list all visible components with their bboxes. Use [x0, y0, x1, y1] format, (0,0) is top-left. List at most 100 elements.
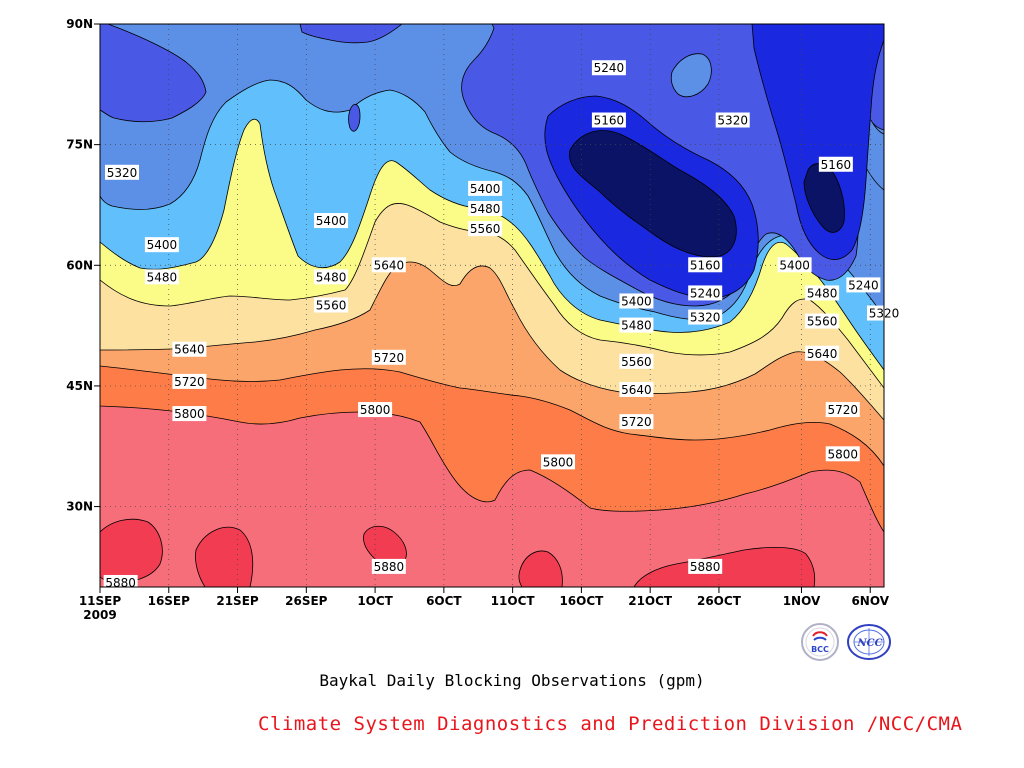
contour-label: 5320	[715, 112, 750, 128]
contour-label-text: 5560	[316, 299, 347, 313]
contour-label-box	[468, 180, 503, 196]
contour-label-box	[591, 60, 626, 76]
x-axis: 11SEP 16SEP 21SEP 26SEP 1OCT 6OCT 11OCT 16OCT 21…	[79, 587, 890, 622]
contour-label: 5560	[619, 353, 654, 369]
contour-label: 5320	[688, 309, 723, 325]
x-tick-label: 16SEP	[148, 594, 191, 608]
contour-label: 5240	[846, 277, 881, 293]
chart-title: Baykal Daily Blocking Observations (gpm)	[319, 671, 705, 690]
band-above-5880-b	[195, 526, 254, 587]
x-tick-label: 26SEP	[285, 594, 328, 608]
contour-label: 5240	[591, 60, 626, 76]
contour-label-box	[688, 257, 723, 273]
contour-label-box	[688, 285, 723, 301]
contour-label-box	[825, 402, 860, 418]
contour-label: 5640	[619, 381, 654, 397]
contour-label-box	[818, 156, 853, 172]
contour-label-text: 5800	[174, 407, 205, 421]
contour-label: 5560	[314, 297, 349, 313]
contour-label-text: 5400	[316, 214, 347, 228]
contour-label-text: 5240	[594, 61, 625, 75]
contour-label: 5560	[805, 313, 840, 329]
x-tick-label: 26OCT	[697, 594, 742, 608]
y-tick-label: 30N	[66, 500, 93, 514]
contour-label-box	[688, 309, 723, 325]
contour-label-text: 5480	[316, 270, 347, 284]
contour-label-box	[619, 317, 654, 333]
contour-label: 5720	[172, 373, 207, 389]
contour-label-text: 5160	[594, 114, 625, 128]
contour-label: 5640	[172, 341, 207, 357]
y-tick-label: 45N	[66, 379, 93, 393]
contour-label-text: 5640	[807, 347, 838, 361]
contour-label-text: 5800	[360, 403, 391, 417]
contour-label-text: 5720	[174, 375, 205, 389]
x-tick-label: 21OCT	[628, 594, 673, 608]
contour-labels: 5320 5400 5480 5640 5720 5800 5880 5400 5480 5560…	[103, 60, 901, 590]
contour-label-box	[314, 269, 349, 285]
contour-label: 5400	[144, 237, 179, 253]
contour-label-text: 5240	[848, 278, 879, 292]
contour-label-text: 5240	[690, 286, 721, 300]
x-tick-label: 11SEP	[79, 594, 122, 608]
contour-label-text: 5480	[147, 270, 178, 284]
contour-label-text: 5720	[827, 403, 858, 417]
contour-label: 5400	[777, 257, 812, 273]
contour-label-text: 5880	[690, 560, 721, 574]
x-tick-label: 6NOV	[851, 594, 889, 608]
contour-label: 5880	[688, 558, 723, 574]
contour-label-box	[371, 349, 406, 365]
contour-label-text: 5400	[779, 258, 810, 272]
contour-label-text: 5400	[470, 182, 501, 196]
contour-label-text: 5640	[621, 383, 652, 397]
contour-label-box	[846, 277, 881, 293]
bcc-logo: BCC	[801, 623, 839, 661]
contour-label-text: 5560	[470, 222, 501, 236]
contour-label-text: 5640	[174, 343, 205, 357]
contour-label-box	[172, 373, 207, 389]
contour-label-box	[805, 313, 840, 329]
contour-label-box	[619, 381, 654, 397]
contour-label-text: 5880	[105, 576, 136, 590]
x-tick-label: 1NOV	[783, 594, 821, 608]
contour-label: 5160	[591, 112, 626, 128]
contour-label: 5800	[825, 446, 860, 462]
contour-label-text: 5640	[374, 258, 405, 272]
contour-label: 5480	[144, 269, 179, 285]
contour-label-text: 5560	[621, 355, 652, 369]
contour-label-text: 5720	[374, 351, 405, 365]
contour-label: 5400	[619, 293, 654, 309]
contour-label-box	[105, 164, 140, 180]
contour-label-text: 5160	[690, 258, 721, 272]
contour-label: 5640	[371, 257, 406, 273]
contour-label-text: 5480	[470, 202, 501, 216]
x-tick-label: 16OCT	[559, 594, 604, 608]
contour-label-text: 5400	[147, 238, 178, 252]
contour-label: 5480	[468, 200, 503, 216]
contour-label-box	[688, 558, 723, 574]
patch-5320-north	[670, 53, 712, 98]
contour-label-text: 5880	[374, 560, 405, 574]
contour-label: 5800	[541, 454, 576, 470]
bcc-logo-text: BCC	[811, 645, 829, 654]
blob-5320-small	[348, 103, 361, 132]
contour-label: 5400	[468, 180, 503, 196]
contour-label-text: 5800	[543, 455, 574, 469]
band-above-5880-e	[633, 546, 816, 587]
contour-label-box	[172, 341, 207, 357]
contour-label-box	[805, 345, 840, 361]
contour-label-box	[144, 269, 179, 285]
contour-label-box	[172, 406, 207, 422]
contour-label: 5800	[172, 406, 207, 422]
contour-label-box	[314, 213, 349, 229]
y-axis: 90N 75N 60N 45N 30N	[66, 17, 100, 514]
y-tick-label: 90N	[66, 17, 93, 31]
contour-label-box	[468, 200, 503, 216]
contour-label-box	[144, 237, 179, 253]
contour-label: 5320	[105, 164, 140, 180]
contour-label-box	[103, 574, 138, 590]
contour-label-box	[314, 297, 349, 313]
band-below-5160	[569, 130, 737, 258]
ncc-logo: NCC	[847, 624, 891, 660]
